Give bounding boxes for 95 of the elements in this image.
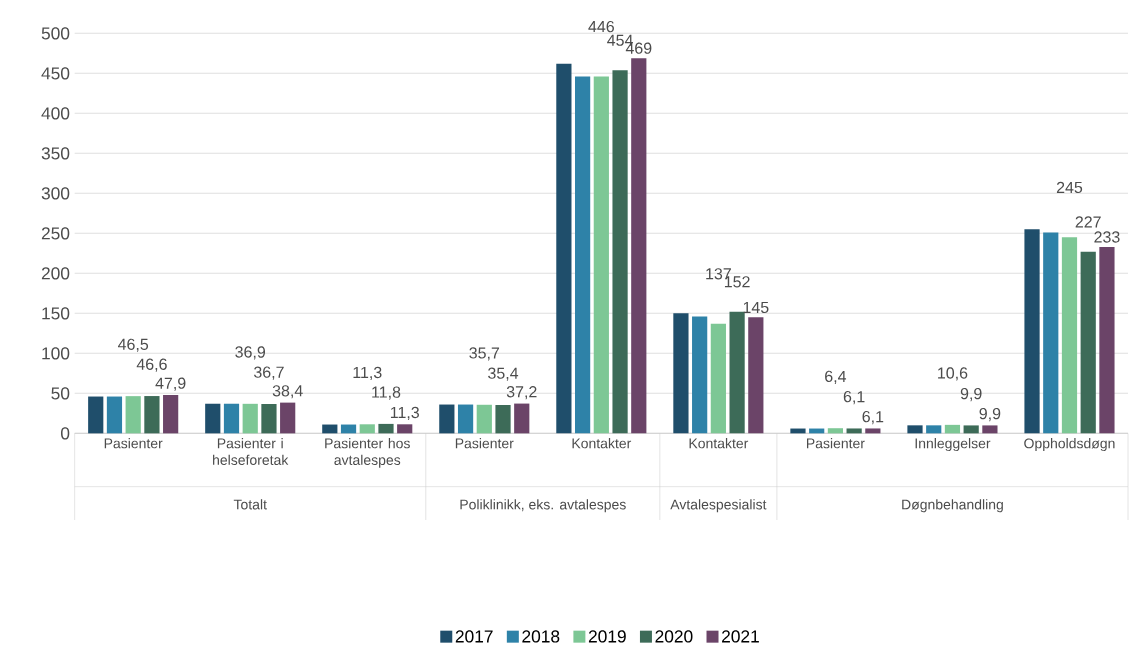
y-tick-label: 450 xyxy=(41,67,70,80)
legend-label: 2020 xyxy=(655,630,693,643)
x-tick-label: Pasienter xyxy=(455,438,514,449)
text: Avtalespesialist xyxy=(670,499,767,513)
bar xyxy=(963,425,979,434)
legend-label: 2017 xyxy=(455,630,493,643)
data-label: 6,1 xyxy=(843,390,865,405)
bar xyxy=(907,425,923,434)
x-tick-label: Kontakter xyxy=(572,438,632,449)
bar xyxy=(612,70,628,434)
text: Totalt xyxy=(233,499,267,510)
bar xyxy=(1099,246,1115,434)
data-label: 9,9 xyxy=(979,407,1001,422)
y-tick-label: 250 xyxy=(41,227,70,240)
x-tick-label: Pasienter xyxy=(104,438,163,449)
bar xyxy=(340,424,357,434)
bar xyxy=(926,425,942,434)
bar xyxy=(88,396,104,434)
bar xyxy=(359,424,375,434)
data-label: 36,9 xyxy=(235,346,266,360)
y-tick-label: 350 xyxy=(41,147,70,160)
data-label: 35,4 xyxy=(488,367,519,381)
data-label: 227 xyxy=(1075,216,1101,228)
data-label: 38,4 xyxy=(272,385,303,399)
bar xyxy=(457,404,474,434)
data-label: 6,1 xyxy=(862,410,884,425)
legend-label: 2019 xyxy=(588,630,626,643)
bar xyxy=(673,313,689,434)
bar xyxy=(322,424,338,434)
bar xyxy=(593,76,609,434)
bar xyxy=(865,428,881,434)
bar xyxy=(378,423,394,434)
data-label: 47,9 xyxy=(155,377,186,391)
text: Poliklinikk, eks. avtalespes xyxy=(460,499,626,513)
data-label: 37,2 xyxy=(506,386,537,400)
y-tick-label: 300 xyxy=(41,187,70,200)
bar xyxy=(205,403,221,434)
data-label: 11,3 xyxy=(390,406,419,421)
bar xyxy=(944,424,961,434)
data-label: 11,3 xyxy=(353,366,382,381)
y-tick-label: 0 xyxy=(60,427,70,440)
bar xyxy=(710,323,726,434)
x-tick-label: Pasienter hos avtalespes xyxy=(325,438,410,468)
bar xyxy=(106,396,123,434)
data-label: 145 xyxy=(743,301,769,314)
bar xyxy=(1043,232,1059,434)
bar xyxy=(748,317,764,434)
bar xyxy=(163,395,179,434)
data-label: 446 xyxy=(588,20,614,33)
bar xyxy=(439,404,455,434)
x-tick-label: Innleggelser xyxy=(915,438,991,452)
y-tick-label: 50 xyxy=(51,387,70,400)
bar xyxy=(692,316,708,434)
bar xyxy=(1061,237,1078,434)
bar xyxy=(495,405,511,434)
data-label: 233 xyxy=(1094,231,1120,243)
legend-label: 2018 xyxy=(522,630,560,643)
bar xyxy=(125,396,141,434)
legend-label: 2021 xyxy=(722,630,759,643)
bar xyxy=(476,404,492,434)
x-tick-label: Pasienter i helseforetak xyxy=(213,438,289,465)
bar xyxy=(1080,251,1096,434)
data-label: 245 xyxy=(1056,181,1083,194)
bar xyxy=(261,403,277,434)
bar xyxy=(280,402,296,434)
text: Døgnbehandling xyxy=(902,499,1003,513)
x-tick-label: Pasienter xyxy=(806,438,865,449)
data-label: 46,6 xyxy=(136,358,167,372)
bar xyxy=(729,311,745,434)
y-tick-label: 100 xyxy=(42,347,70,360)
y-tick-label: 400 xyxy=(41,107,70,120)
y-tick-label: 500 xyxy=(41,27,70,40)
data-label: 9,9 xyxy=(960,387,982,402)
x-tick-label: Oppholdsdøgn xyxy=(1024,438,1115,452)
y-tick-label: 150 xyxy=(42,307,70,320)
bar xyxy=(144,396,160,434)
bar xyxy=(631,58,647,434)
bar xyxy=(575,76,591,434)
y-tick-label: 200 xyxy=(41,267,70,280)
bar xyxy=(1024,229,1040,434)
data-label: 6,4 xyxy=(825,370,847,384)
data-label: 46,5 xyxy=(117,338,149,352)
data-label: 35,7 xyxy=(469,347,500,361)
bar xyxy=(827,428,844,434)
bar xyxy=(242,403,258,434)
data-label: 11,8 xyxy=(372,386,401,400)
data-label: 36,7 xyxy=(253,366,284,380)
x-tick-label: Kontakter xyxy=(689,438,749,449)
bar xyxy=(514,403,530,434)
bar xyxy=(846,428,862,434)
bar xyxy=(223,403,240,434)
bar xyxy=(397,424,413,434)
bar xyxy=(982,425,998,434)
bar xyxy=(556,63,572,434)
data-label: 10,6 xyxy=(938,367,968,381)
